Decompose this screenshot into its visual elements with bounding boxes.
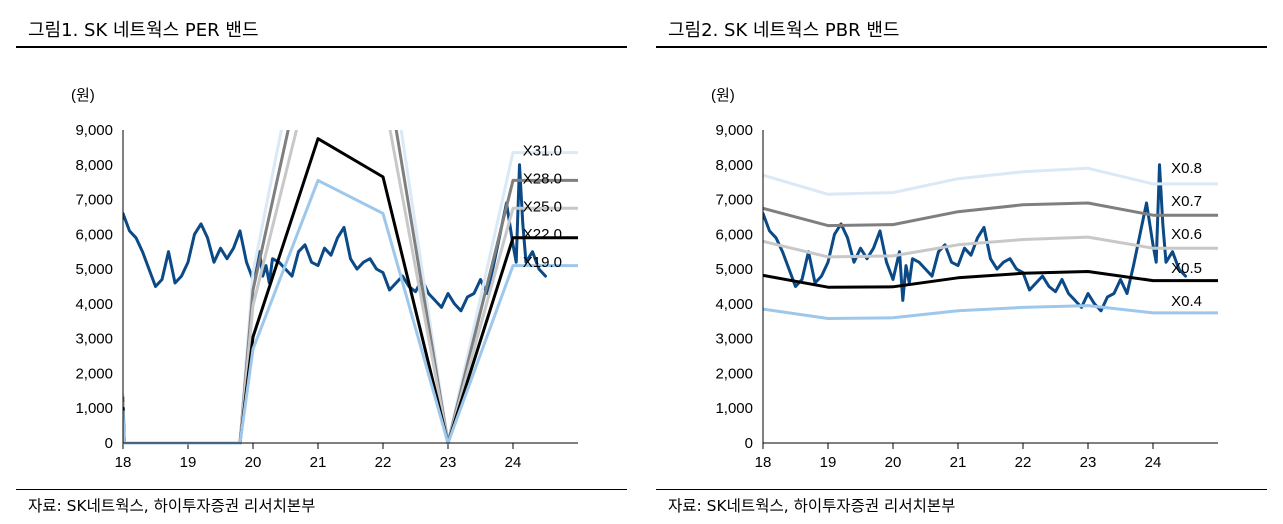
x-tick-label: 19 [180,454,197,470]
x-tick-label: 23 [440,454,457,470]
x-tick-label: 18 [755,454,772,470]
y-tick-label: 7,000 [75,192,113,209]
band-label-x28-0: X28.0 [523,170,562,187]
y-tick-label: 1,000 [75,400,113,417]
y-tick-label: 4,000 [75,296,113,313]
y-axis-unit-label: (원) [71,87,95,104]
band-label-x19-0: X19.0 [523,254,562,271]
band-line-x0-4 [763,304,1218,320]
figure-title: 그림1. SK 네트웍스 PER 밴드 [28,20,259,41]
band-label-x31-0: X31.0 [523,143,562,160]
y-tick-label: 2,000 [715,365,753,382]
band-line-x0-5 [763,270,1218,289]
x-tick-label: 20 [245,454,262,470]
y-tick-label: 5,000 [75,261,113,278]
x-tick-label: 22 [375,454,392,470]
band-label-x0-7: X0.7 [1171,193,1202,210]
band-line-x0-8 [763,166,1218,196]
band-label-x0-5: X0.5 [1171,260,1202,277]
band-label-x25-0: X25.0 [523,198,562,215]
band-line-x0-6 [763,235,1218,259]
y-tick-label: 5,000 [715,261,753,278]
band-label-x0-8: X0.8 [1171,160,1202,177]
x-tick-label: 18 [115,454,132,470]
y-tick-label: 8,000 [715,157,753,174]
source-note: 자료: SK네트웍스, 하이투자증권 리서치본부 [668,497,956,515]
x-tick-label: 24 [1145,454,1162,470]
y-tick-label: 3,000 [715,331,753,348]
y-axis-unit-label: (원) [711,87,735,104]
y-tick-label: 4,000 [715,296,753,313]
y-tick-label: 1,000 [715,400,753,417]
per-band-chart: (원) 0 1,000 2,000 3,000 4,000 5,000 6,000 7,000 8… [71,87,578,470]
band-label-x0-6: X0.6 [1171,226,1202,243]
pbr-band-chart: (원) 0 1,000 2,000 3,000 4,000 5,000 6,000 7,000 8… [711,87,1218,470]
plot-area [763,163,1218,320]
y-tick-label: 2,000 [75,365,113,382]
y-tick-label: 0 [105,435,113,452]
title-rule [656,46,1267,48]
y-tick-label: 6,000 [75,226,113,243]
y-tick-label: 3,000 [75,331,113,348]
band-label-x22-0: X22.0 [523,226,562,243]
source-note: 자료: SK네트웍스, 하이투자증권 리서치본부 [28,497,316,515]
band-line-x22-0 [123,137,578,445]
x-tick-label: 21 [310,454,327,470]
band-line-x0-7 [763,201,1218,228]
plot-area [123,130,578,445]
y-tick-label: 8,000 [75,157,113,174]
source-rule [656,489,1267,490]
title-rule [16,46,627,48]
y-tick-label: 9,000 [715,122,753,139]
figure-title: 그림2. SK 네트웍스 PBR 밴드 [668,20,900,41]
y-tick-label: 0 [745,435,753,452]
stock-price-line [763,163,1187,313]
band-label-x0-4: X0.4 [1171,293,1202,310]
x-tick-label: 21 [950,454,967,470]
x-tick-label: 23 [1080,454,1097,470]
per-band-panel: 그림1. SK 네트웍스 PER 밴드 (원) 0 1,000 2,000 3,000 4… [16,0,627,524]
x-tick-label: 19 [820,454,837,470]
x-tick-label: 20 [885,454,902,470]
source-rule [16,489,627,490]
x-tick-label: 22 [1015,454,1032,470]
y-tick-label: 7,000 [715,192,753,209]
x-tick-label: 24 [505,454,522,470]
y-tick-label: 6,000 [715,226,753,243]
y-tick-label: 9,000 [75,122,113,139]
pbr-band-panel: 그림2. SK 네트웍스 PBR 밴드 (원) 0 1,000 2,000 3,000 4… [656,0,1267,524]
